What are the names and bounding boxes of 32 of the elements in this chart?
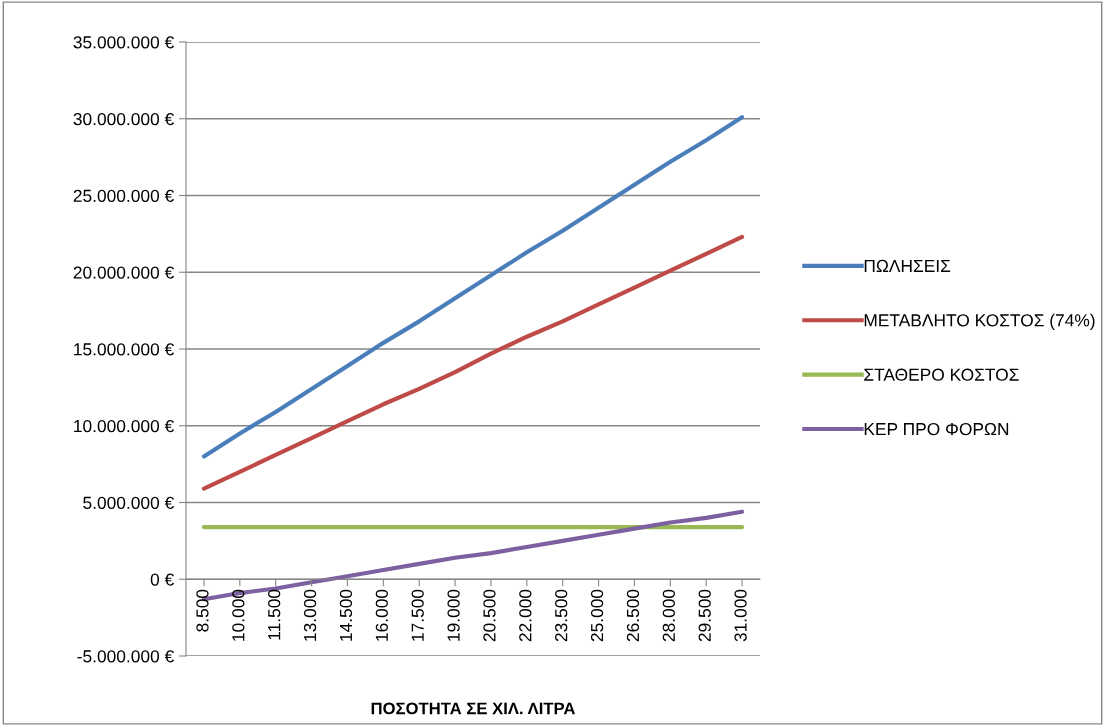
- x-tick-label: 13.000: [303, 589, 317, 641]
- line-series: [201, 115, 745, 459]
- x-tick-label: 29.500: [698, 589, 711, 642]
- y-tick-label: 0 €: [150, 573, 174, 586]
- y-tick-label: 15.000.000 €: [74, 343, 174, 356]
- y-tick-label: 30.000.000 €: [73, 112, 174, 126]
- x-tick-label: 19.000: [447, 589, 460, 641]
- x-tick-label: 16.000: [375, 589, 388, 641]
- x-tick-label: 31.000: [734, 589, 747, 642]
- x-axis-title: ΠΟΣΟΤΗΤΑ ΣΕ ΧΙΛ. ΛΙΤΡΑ: [371, 702, 576, 715]
- x-tick-label: 22.000: [519, 589, 532, 642]
- x-tick-label: 26.500: [626, 589, 640, 642]
- y-tick-label: 25.000.000 €: [73, 189, 174, 202]
- x-tick-label: 8.500: [196, 589, 209, 632]
- y-tick-label: -5.000.000 €: [77, 650, 174, 663]
- legend-label: ΚΕΡ ΠΡΟ ΦΟΡΩΝ: [864, 422, 1009, 436]
- y-tick-label: 10.000.000 €: [74, 419, 174, 433]
- line-series: [201, 234, 745, 491]
- x-tick-label: 20.500: [483, 589, 496, 642]
- x-tick-label: 10.000: [232, 589, 245, 641]
- legend-label: ΠΩΛΗΣΕΙΣ: [864, 259, 951, 272]
- x-tick-label: 14.500: [339, 589, 353, 641]
- legend-label: ΣΤΑΘΕΡΟ ΚΟΣΤΟΣ: [864, 368, 1019, 381]
- x-tick-label: 23.500: [555, 589, 568, 642]
- y-tick-label: 5.000.000 €: [83, 496, 174, 509]
- x-tick-label: 17.500: [411, 589, 424, 641]
- x-tick-label: 25.000: [590, 589, 604, 642]
- x-tick-label: 11.500: [268, 589, 281, 640]
- x-tick-label: 28.000: [662, 589, 675, 642]
- y-tick-label: 35.000.000 €: [73, 36, 174, 49]
- legend-label: ΜΕΤΑΒΛΗΤΟ ΚΟΣΤΟΣ (74%): [864, 313, 1095, 330]
- y-tick-label: 20.000.000 €: [73, 266, 174, 279]
